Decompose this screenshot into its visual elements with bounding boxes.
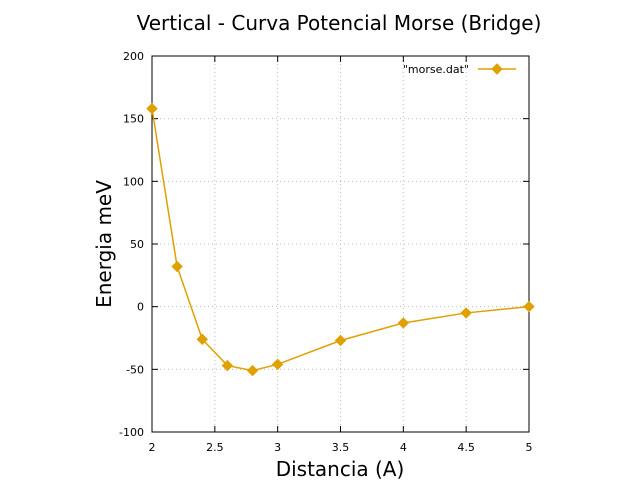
data-point [171, 260, 183, 273]
y-tick-label: -50 [126, 363, 144, 376]
data-point [271, 358, 284, 371]
data-point [196, 333, 208, 345]
x-tick-label: 4 [400, 441, 407, 454]
legend-marker [491, 63, 503, 75]
data-point [523, 300, 535, 313]
x-tick-label: 4.5 [457, 441, 475, 454]
data-point [460, 307, 472, 319]
y-tick-label: 0 [137, 301, 144, 314]
x-axis-label: Distancia (A) [276, 457, 405, 480]
x-tick-label: 2 [149, 441, 156, 454]
y-tick-label: 200 [123, 50, 144, 63]
y-tick-label: 100 [123, 175, 144, 188]
data-point [146, 102, 158, 115]
grid [152, 56, 529, 432]
legend-label: "morse.dat" [403, 63, 469, 76]
data-point [334, 334, 347, 347]
chart-title: Vertical - Curva Potencial Morse (Bridge… [137, 11, 542, 35]
x-tick-label: 5 [526, 441, 533, 454]
data-point [221, 359, 234, 372]
data-point [246, 364, 259, 377]
axis-ticks: 2 2.5 3 3.5 4 4.5 5 200 150 100 50 0 -50 -100 [119, 50, 532, 454]
x-tick-label: 3.5 [332, 441, 350, 454]
series-layer [146, 102, 535, 377]
plot-frame [151, 55, 530, 433]
y-tick-label: 150 [123, 113, 144, 126]
y-axis-label: Energia meV [92, 180, 116, 308]
legend: "morse.dat" [403, 63, 516, 76]
x-tick-label: 3 [274, 441, 281, 454]
x-tick-label: 2.5 [206, 441, 224, 454]
data-point [397, 317, 410, 329]
series-line [151, 108, 530, 372]
y-tick-label: -100 [119, 426, 144, 439]
y-tick-label: 50 [130, 238, 144, 251]
